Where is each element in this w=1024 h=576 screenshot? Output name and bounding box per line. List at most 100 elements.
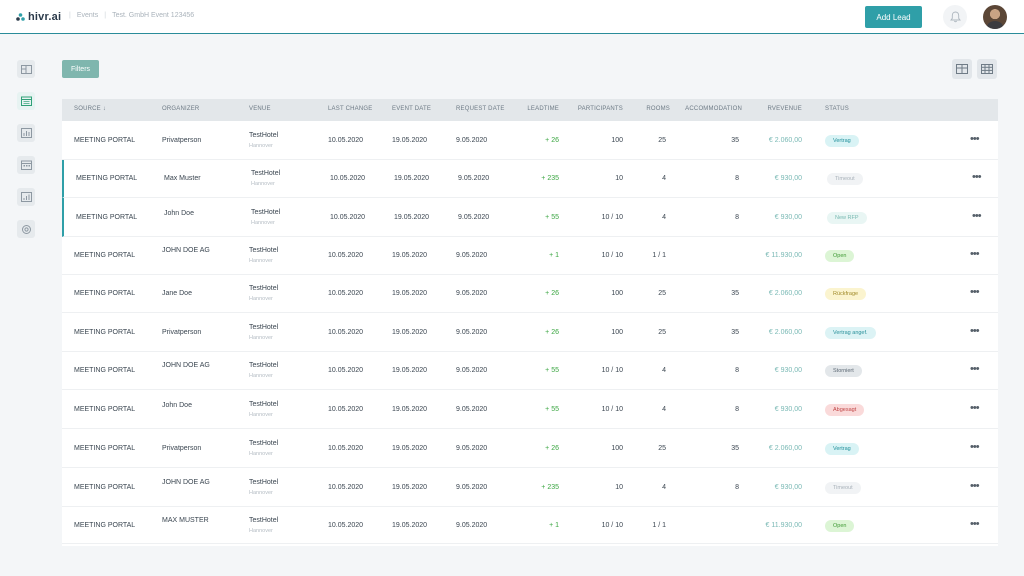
table-row[interactable]: MEETING PORTAL Privatperson 10.05.2020 19.0… xyxy=(62,429,998,468)
table-row[interactable]: MEETING PORTAL John Doe 10.05.2020 19.05.20… xyxy=(62,390,998,429)
cell-event-date: 19.05.2020 xyxy=(392,329,428,336)
column-header-organizer[interactable]: ORGANIZER xyxy=(162,106,200,112)
cell-leadtime: + 26 xyxy=(545,445,559,452)
nav-reports[interactable] xyxy=(17,124,35,142)
cell-participants: 10 / 10 xyxy=(601,367,623,374)
cell-organizer: John Doe xyxy=(162,402,192,409)
nav-stats[interactable] xyxy=(17,188,35,206)
calendar-list-icon xyxy=(20,96,32,106)
calendar-icon xyxy=(20,160,32,170)
column-header-source[interactable]: SOURCE ↓ xyxy=(74,106,106,112)
cell-venue-city: Hannover xyxy=(249,296,273,302)
nav-events[interactable] xyxy=(17,92,35,110)
cell-venue[interactable]: TestHotel xyxy=(249,479,279,486)
column-header-leadtime[interactable]: LEADTIME xyxy=(527,106,559,112)
cell-venue[interactable]: TestHotel xyxy=(249,362,279,369)
column-header-last-change[interactable]: LAST CHANGE xyxy=(328,106,373,112)
cell-revenue: € 930,00 xyxy=(774,214,802,221)
table-row[interactable]: MEETING PORTAL Privatperson 10.05.2020 19.0… xyxy=(62,313,998,352)
cell-leadtime: + 1 xyxy=(549,522,559,529)
cell-organizer: JOHN DOE AG xyxy=(162,247,210,254)
cell-leadtime: + 1 xyxy=(549,252,559,259)
cell-accommodation: 8 xyxy=(735,175,739,182)
table-row[interactable]: MEETING PORTAL Max Muster 10.05.2020 19.05.… xyxy=(62,160,998,198)
more-options-icon[interactable]: ••• xyxy=(970,518,980,530)
cell-source: MEETING PORTAL xyxy=(74,484,136,491)
cell-participants: 10 / 10 xyxy=(601,252,623,259)
more-options-icon[interactable]: ••• xyxy=(970,248,980,260)
cell-venue[interactable]: TestHotel xyxy=(249,247,279,254)
cell-venue[interactable]: TestHotel xyxy=(249,132,279,139)
cell-organizer: Jane Doe xyxy=(162,290,192,297)
add-lead-button[interactable]: Add Lead xyxy=(865,6,922,28)
table-row[interactable]: MEETING PORTAL JOHN DOE AG 10.05.2020 19.05… xyxy=(62,468,998,507)
table-row[interactable]: MEETING PORTAL Privatperson 10.05.2020 19.0… xyxy=(62,121,998,160)
cell-participants: 10 xyxy=(615,175,623,182)
cell-event-date: 19.05.2020 xyxy=(392,445,428,452)
cell-venue-city: Hannover xyxy=(249,528,273,534)
cell-accommodation: 8 xyxy=(735,214,739,221)
nav-settings[interactable] xyxy=(17,220,35,238)
nav-calendar[interactable] xyxy=(17,156,35,174)
cell-last-change: 10.05.2020 xyxy=(328,445,364,452)
cell-venue-city: Hannover xyxy=(249,258,273,264)
cell-venue-city: Hannover xyxy=(249,490,273,496)
breadcrumb-events[interactable]: Events xyxy=(76,12,99,19)
cell-venue[interactable]: TestHotel xyxy=(249,285,279,292)
column-header-accommodation[interactable]: ACCOMMODATION xyxy=(685,106,742,112)
logo[interactable]: hivr.ai xyxy=(16,11,61,23)
filters-button[interactable]: Filters xyxy=(62,60,99,78)
table-row[interactable]: MEETING PORTAL JOHN DOE AG 10.05.2020 19.05… xyxy=(62,237,998,275)
cell-event-date: 19.05.2020 xyxy=(392,367,428,374)
table-row[interactable]: MEETING PORTAL MAX MUSTER 10.05.2020 19.05.… xyxy=(62,507,998,544)
column-header-revenue[interactable]: RVEVENUE xyxy=(767,106,802,112)
table-row[interactable]: MEETING PORTAL JOHN DOE AG 10.05.2020 19.05… xyxy=(62,352,998,390)
table-row[interactable]: MEETING PORTAL John Doe 10.05.2020 19.05.20… xyxy=(62,198,998,237)
split-view-button[interactable] xyxy=(952,59,972,79)
cell-venue[interactable]: TestHotel xyxy=(249,517,279,524)
more-options-icon[interactable]: ••• xyxy=(970,325,980,337)
cell-organizer: John Doe xyxy=(164,210,194,217)
cell-accommodation: 8 xyxy=(735,484,739,491)
column-header-rooms[interactable]: ROOMS xyxy=(646,106,670,112)
cell-venue-city: Hannover xyxy=(249,335,273,341)
more-options-icon[interactable]: ••• xyxy=(970,480,980,492)
cell-venue[interactable]: TestHotel xyxy=(249,440,279,447)
cell-request-date: 9.05.2020 xyxy=(456,329,488,336)
table-row[interactable]: MEETING PORTAL Jane Doe 10.05.2020 19.05.20… xyxy=(62,275,998,313)
cell-rooms: 4 xyxy=(662,214,666,221)
user-avatar[interactable] xyxy=(983,5,1007,29)
column-header-request-date[interactable]: REQUEST DATE xyxy=(456,106,505,112)
cell-event-date: 19.05.2020 xyxy=(394,214,430,221)
notifications-button[interactable] xyxy=(943,5,967,29)
cell-leadtime: + 55 xyxy=(545,367,559,374)
column-header-status[interactable]: STATUS xyxy=(825,106,849,112)
more-options-icon[interactable]: ••• xyxy=(970,286,980,298)
cell-venue[interactable]: TestHotel xyxy=(249,401,279,408)
logo-icon xyxy=(16,13,25,21)
table-view-button[interactable] xyxy=(977,59,997,79)
more-options-icon[interactable]: ••• xyxy=(970,402,980,414)
more-options-icon[interactable]: ••• xyxy=(972,171,982,183)
status-badge: Open xyxy=(825,520,855,532)
cell-participants: 100 xyxy=(611,445,623,452)
more-options-icon[interactable]: ••• xyxy=(970,363,980,375)
column-header-venue[interactable]: VENUE xyxy=(249,106,271,112)
status-badge: Open xyxy=(825,250,855,262)
more-options-icon[interactable]: ••• xyxy=(970,133,980,145)
cell-event-date: 19.05.2020 xyxy=(392,406,428,413)
nav-layout[interactable] xyxy=(17,60,35,78)
cell-venue[interactable]: TestHotel xyxy=(251,209,281,216)
cell-source: MEETING PORTAL xyxy=(74,522,136,529)
more-options-icon[interactable]: ••• xyxy=(970,441,980,453)
more-options-icon[interactable]: ••• xyxy=(972,210,982,222)
cell-venue[interactable]: TestHotel xyxy=(249,324,279,331)
cell-organizer: Privatperson xyxy=(162,445,202,452)
cell-last-change: 10.05.2020 xyxy=(328,290,364,297)
breadcrumb: | Events | Test. GmbH Event 123456 xyxy=(69,12,195,19)
cell-request-date: 9.05.2020 xyxy=(456,484,488,491)
column-header-event-date[interactable]: EVENT DATE xyxy=(392,106,432,112)
breadcrumb-event-name[interactable]: Test. GmbH Event 123456 xyxy=(112,12,195,19)
cell-venue[interactable]: TestHotel xyxy=(251,170,281,177)
column-header-participants[interactable]: PARTICIPANTS xyxy=(577,106,623,112)
